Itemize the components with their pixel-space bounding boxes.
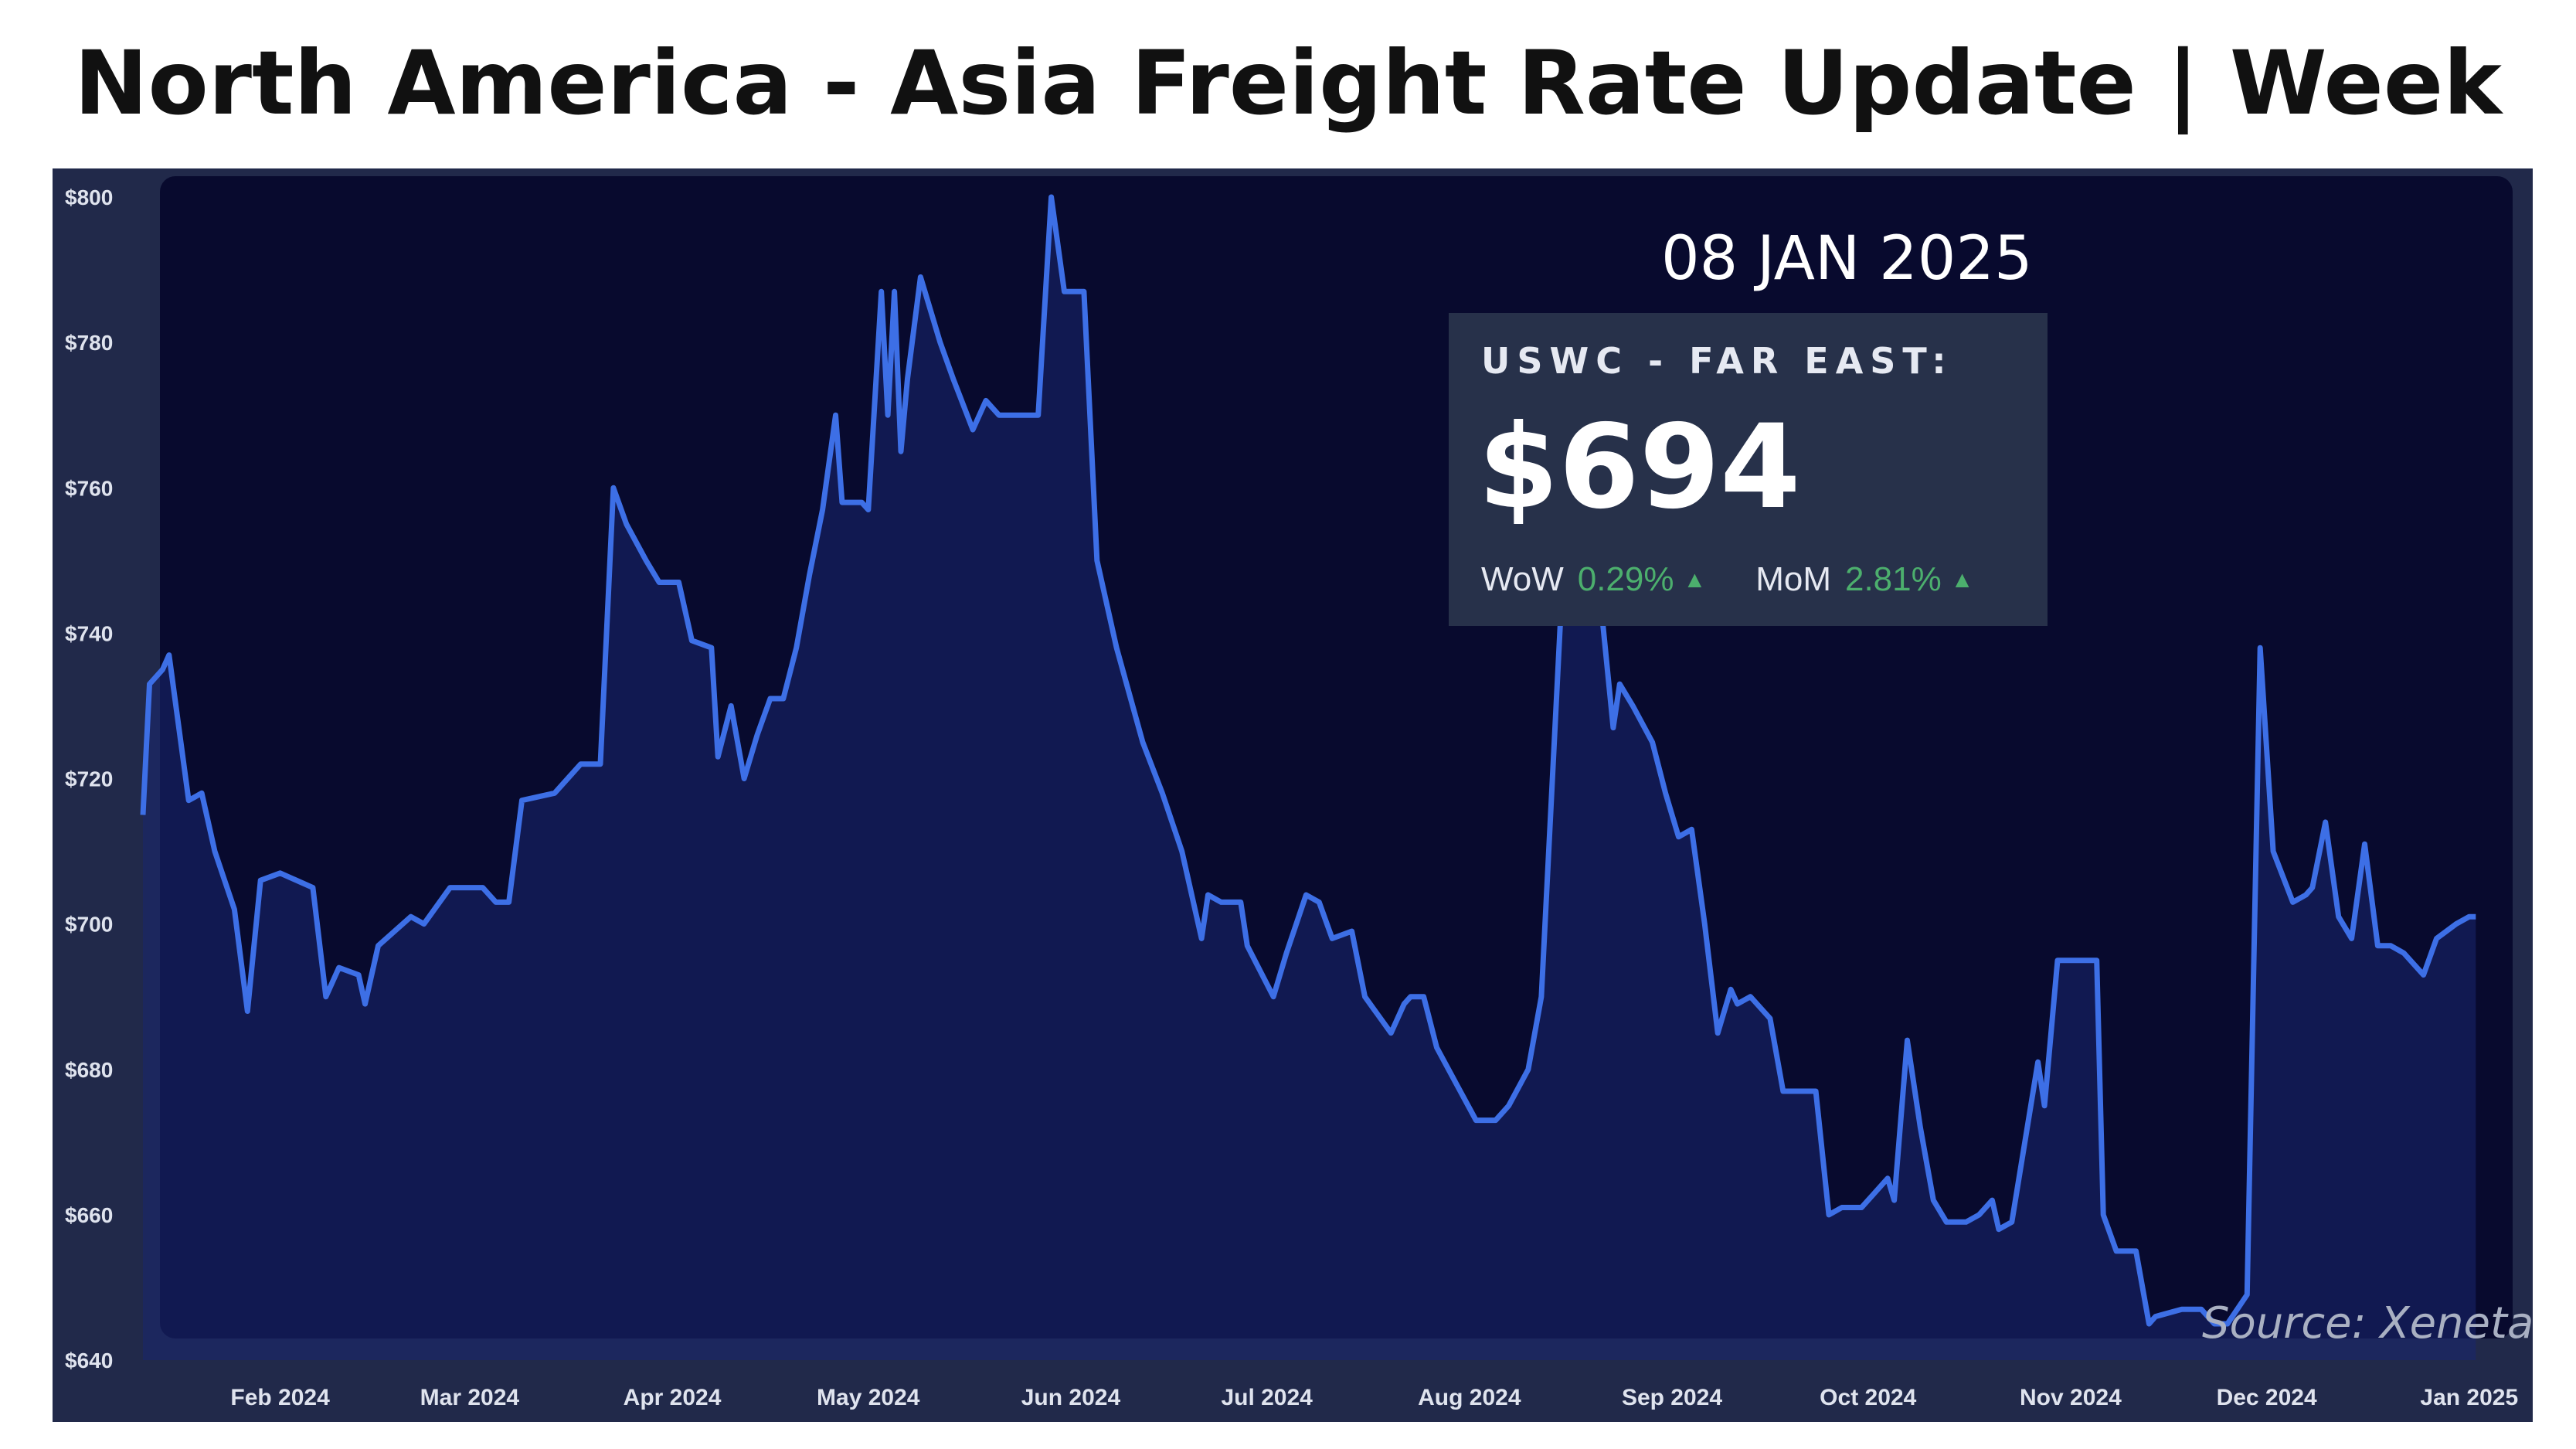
triangle-up-icon: ▲ xyxy=(1683,567,1707,593)
rate-tooltip: USWC - FAR EAST: $694 WoW 0.29% ▲ MoM 2.81% ▲ xyxy=(1449,313,2048,626)
x-tick-label: Jun 2024 xyxy=(1021,1385,1121,1410)
wow-value: 0.29% xyxy=(1577,560,1674,598)
x-tick-label: Mar 2024 xyxy=(420,1385,520,1410)
y-tick-label: $800 xyxy=(65,185,113,209)
x-axis: Feb 2024 Mar 2024 Apr 2024 May 2024 Jun 2024… xyxy=(230,1385,2518,1410)
mom-label: MoM xyxy=(1755,560,1831,598)
rate-value: $694 xyxy=(1478,400,1801,535)
tooltip-date: 08 JAN 2025 xyxy=(1661,224,2033,294)
x-tick-label: Apr 2024 xyxy=(624,1385,722,1410)
x-tick-label: Sep 2024 xyxy=(1622,1385,1722,1410)
y-tick-label: $740 xyxy=(65,621,113,645)
wow-label: WoW xyxy=(1481,560,1564,598)
y-tick-label: $680 xyxy=(65,1058,113,1082)
series-line xyxy=(140,194,2476,1327)
change-metrics: WoW 0.29% ▲ MoM 2.81% ▲ xyxy=(1481,560,1973,599)
x-tick-label: Jan 2025 xyxy=(2420,1385,2518,1410)
series-area xyxy=(143,197,2476,1360)
triangle-up-icon: ▲ xyxy=(1950,567,1974,593)
x-tick-label: Nov 2024 xyxy=(2020,1385,2122,1410)
y-axis: $800 $780 $760 $740 $720 $700 $680 $660 $640 xyxy=(65,185,113,1372)
x-tick-label: Aug 2024 xyxy=(1418,1385,1521,1410)
y-tick-label: $700 xyxy=(65,913,113,937)
x-tick-label: Feb 2024 xyxy=(230,1385,330,1410)
x-tick-label: Jul 2024 xyxy=(1221,1385,1313,1410)
x-tick-label: May 2024 xyxy=(817,1385,920,1410)
x-tick-label: Dec 2024 xyxy=(2217,1385,2317,1410)
source-note: Source: Xeneta xyxy=(2202,1298,2534,1349)
y-tick-label: $780 xyxy=(65,331,113,355)
x-tick-label: Oct 2024 xyxy=(1820,1385,1916,1410)
y-tick-label: $660 xyxy=(65,1203,113,1227)
y-tick-label: $640 xyxy=(65,1349,113,1372)
y-tick-label: $760 xyxy=(65,476,113,500)
mom-value: 2.81% xyxy=(1844,560,1942,598)
route-label: USWC - FAR EAST: xyxy=(1481,340,1953,382)
y-tick-label: $720 xyxy=(65,767,113,791)
